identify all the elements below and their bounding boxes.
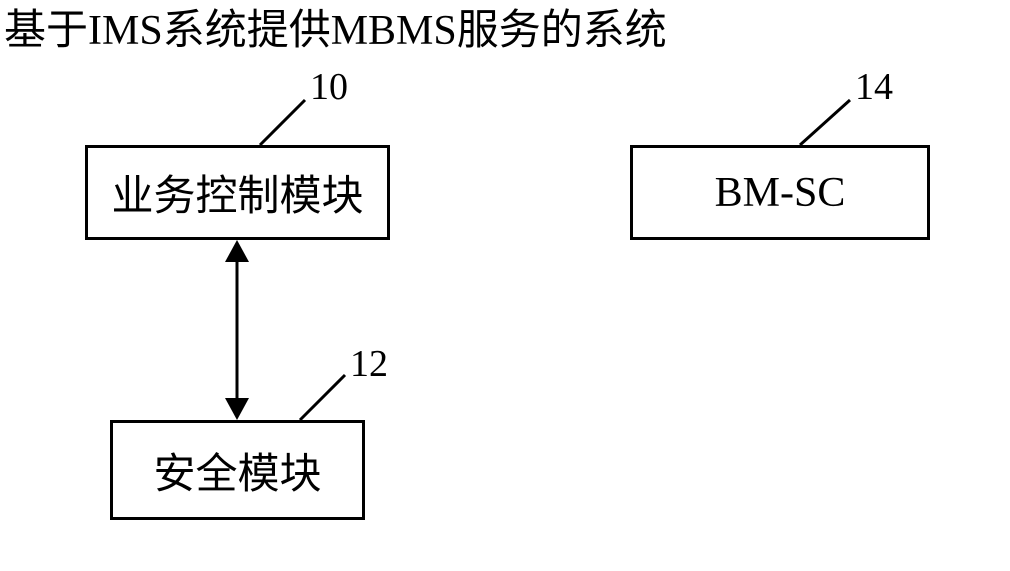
bm-sc-box: BM-SC [630,145,930,240]
arrow-head-bottom [225,398,249,420]
security-module-box: 安全模块 [110,420,365,520]
arrow-head-top [225,240,249,262]
diagram-title: 基于IMS系统提供MBMS服务的系统 [4,10,667,52]
label-14: 14 [855,68,893,106]
service-control-module-box: 业务控制模块 [85,145,390,240]
bm-sc-label: BM-SC [715,169,846,217]
label-10: 10 [310,68,348,106]
double-arrow [225,240,249,420]
security-module-label: 安全模块 [153,440,321,501]
service-control-module-label: 业务控制模块 [111,162,363,223]
leader-10 [260,100,305,145]
leader-12 [300,375,345,420]
label-12: 12 [350,345,388,383]
leader-14 [800,100,850,145]
